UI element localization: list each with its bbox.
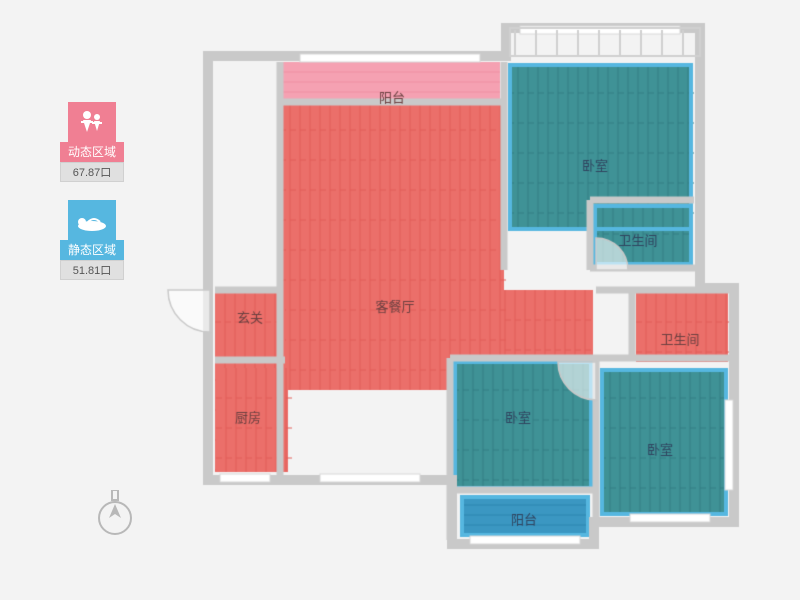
- legend-dynamic: 动态区域 67.87口: [60, 102, 124, 182]
- legend-static-label: 静态区域: [60, 240, 124, 260]
- legend-static-value: 51.81口: [60, 260, 124, 280]
- sleep-icon: [68, 200, 116, 240]
- people-icon: [68, 102, 116, 142]
- legend-dynamic-label: 动态区域: [60, 142, 124, 162]
- compass-icon: [95, 490, 135, 540]
- legend-dynamic-value: 67.87口: [60, 162, 124, 182]
- legend: 动态区域 67.87口 静态区域 51.81口: [60, 102, 124, 298]
- legend-static: 静态区域 51.81口: [60, 200, 124, 280]
